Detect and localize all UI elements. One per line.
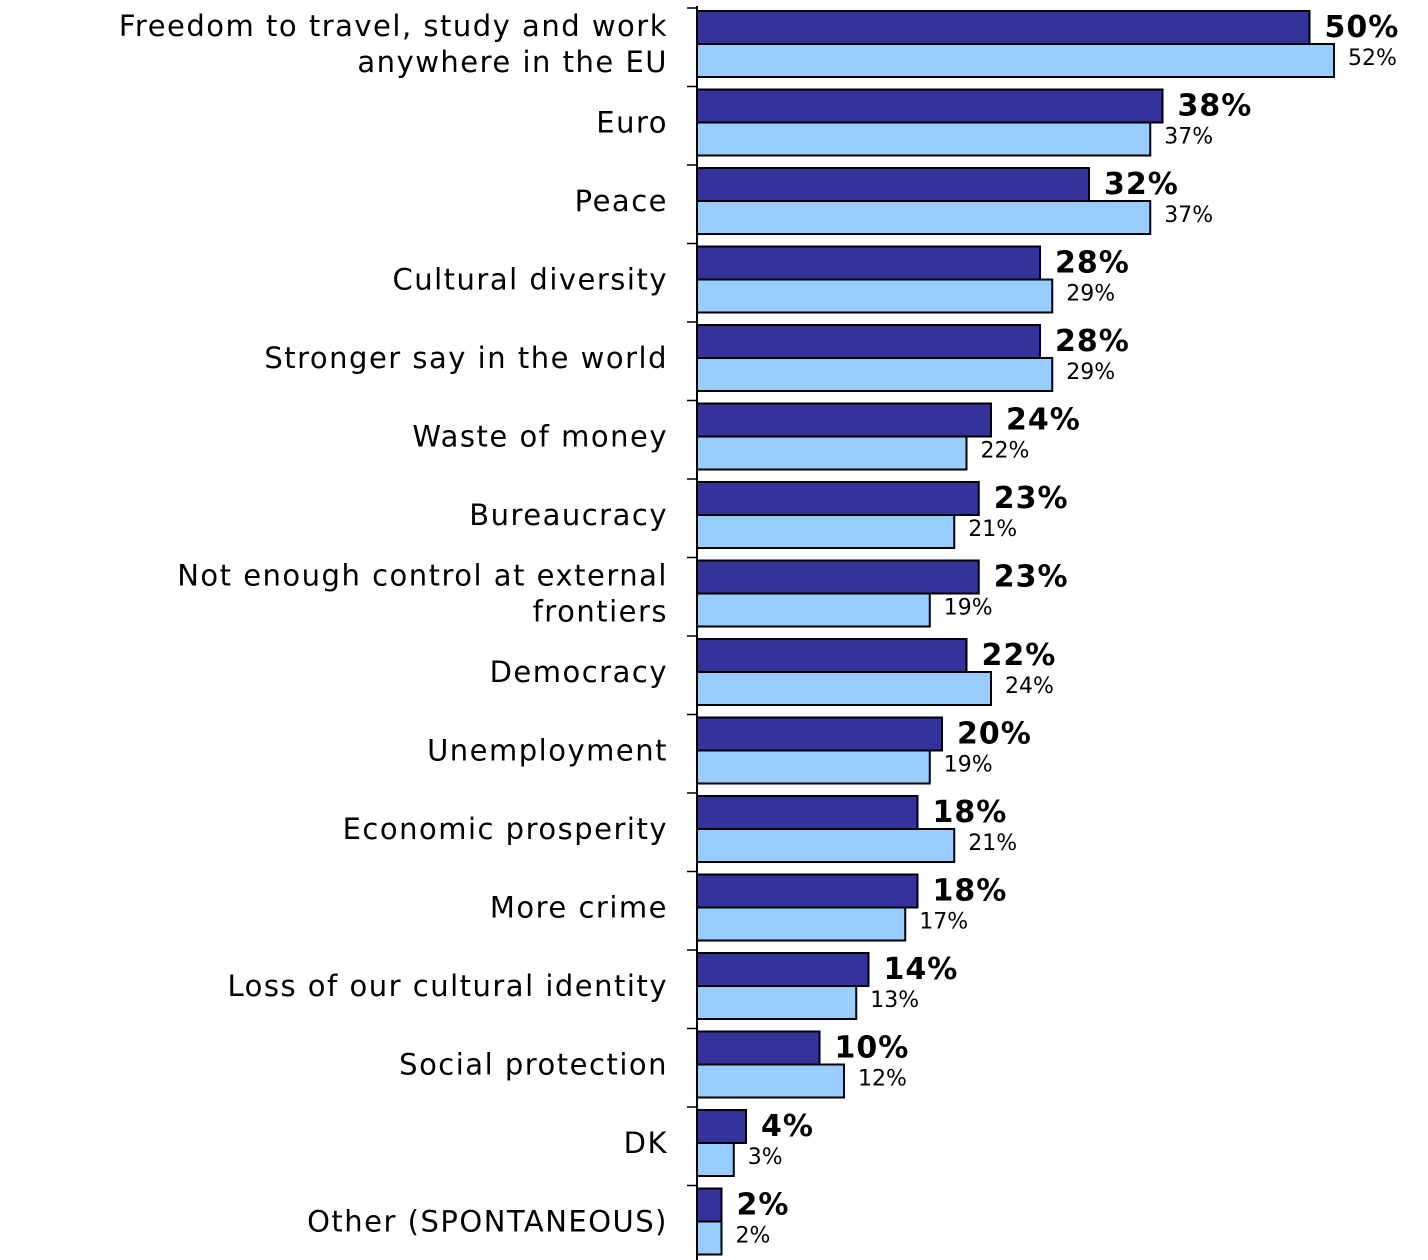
data-label-series-2: 17%: [919, 910, 968, 935]
data-label-series-2: 3%: [748, 1145, 783, 1170]
category-label: Not enough control at external: [177, 559, 668, 593]
data-label-series-1: 2%: [737, 1188, 790, 1223]
bar-series-2: [696, 1063, 845, 1099]
bar-series-2: [696, 43, 1335, 78]
data-label-series-1: 18%: [933, 795, 1008, 830]
data-label-series-2: 12%: [858, 1067, 907, 1092]
bar-series-1: [696, 873, 919, 909]
category-group: Social protection 10%12%: [399, 1030, 910, 1099]
bar-series-1: [696, 167, 1090, 202]
data-label-series-2: 22%: [981, 439, 1030, 464]
category-group: Economic prosperity 18%21%: [343, 795, 1017, 863]
category-group: Other (SPONTANEOUS) 2%2%: [307, 1187, 790, 1256]
data-label-series-1: 18%: [933, 874, 1008, 909]
data-label-series-2: 2%: [736, 1224, 771, 1249]
bar-series-1: [696, 1109, 747, 1144]
category-label: Stronger say in the world: [264, 341, 668, 375]
data-label-series-2: 37%: [1164, 203, 1213, 228]
category-group: More crime 18%17%: [490, 873, 1008, 942]
bar-series-1: [696, 952, 870, 987]
bar-series-1: [696, 559, 980, 595]
bar-series-1: [696, 245, 1041, 281]
data-label-series-2: 19%: [944, 596, 993, 621]
category-label: Peace: [575, 184, 668, 218]
category-group: Euro 38%37%: [596, 88, 1253, 157]
category-label: Freedom to travel, study and work: [119, 9, 668, 43]
category-label: frontiers: [533, 595, 668, 629]
data-label-series-1: 28%: [1055, 324, 1130, 359]
bar-series-2: [696, 749, 931, 785]
category-group: Democracy 22%24%: [490, 638, 1057, 706]
data-label-series-2: 21%: [968, 517, 1017, 542]
bar-series-2: [696, 906, 907, 942]
bar-series-1: [696, 481, 980, 516]
category-group: Cultural diversity 28%29%: [393, 245, 1130, 314]
bar-series-1: [696, 795, 919, 830]
data-label-series-2: 37%: [1164, 125, 1213, 150]
bar-series-2: [696, 200, 1152, 235]
category-label: More crime: [490, 891, 668, 925]
category-label: Democracy: [490, 655, 668, 689]
bar-series-2: [696, 514, 956, 549]
data-label-series-1: 23%: [994, 560, 1069, 595]
category-label: Economic prosperity: [343, 812, 668, 846]
bar-series-2: [696, 985, 858, 1020]
bar-series-1: [696, 324, 1041, 359]
category-label: Social protection: [399, 1048, 668, 1082]
bar-series-1: [696, 638, 968, 673]
category-label: Bureaucracy: [469, 498, 668, 532]
bar-series-1: [696, 1030, 821, 1066]
category-label: anywhere in the EU: [357, 45, 668, 79]
bar-series-2: [696, 592, 931, 628]
category-label: Waste of money: [412, 420, 668, 454]
category-group: Bureaucracy 23%21%: [469, 481, 1069, 549]
category-label: Euro: [596, 106, 668, 140]
category-group: Waste of money 24%22%: [412, 402, 1081, 471]
bar-series-2: [696, 278, 1054, 314]
bar-series-1: [696, 402, 992, 438]
category-group: Peace 32%37%: [575, 167, 1213, 235]
bar-series-1: [696, 88, 1164, 124]
data-label-series-2: 52%: [1348, 46, 1397, 71]
bar-series-2: [696, 1142, 735, 1177]
bar-series-1: [696, 716, 943, 752]
data-label-series-1: 28%: [1055, 246, 1130, 281]
data-label-series-1: 20%: [957, 717, 1032, 752]
bar-series-2: [696, 121, 1152, 157]
category-group: Freedom to travel, study and workanywher…: [119, 9, 1400, 79]
category-label: DK: [624, 1126, 668, 1160]
category-group: Loss of our cultural identity 14%13%: [227, 952, 959, 1020]
bar-series-2: [696, 1220, 723, 1256]
bar-series-2: [696, 828, 956, 863]
data-label-series-1: 14%: [884, 952, 959, 987]
data-label-series-1: 32%: [1104, 167, 1179, 202]
data-label-series-2: 13%: [870, 988, 919, 1013]
data-label-series-2: 24%: [1005, 674, 1054, 699]
data-label-series-1: 23%: [994, 481, 1069, 516]
data-label-series-1: 10%: [835, 1031, 910, 1066]
data-label-series-1: 22%: [982, 638, 1057, 673]
bar-series-1: [696, 1187, 723, 1223]
category-label: Unemployment: [427, 734, 668, 768]
data-label-series-2: 29%: [1066, 282, 1115, 307]
bar-series-2: [696, 357, 1054, 392]
data-label-series-1: 4%: [761, 1109, 814, 1144]
data-label-series-2: 29%: [1066, 360, 1115, 385]
category-label: Loss of our cultural identity: [227, 969, 668, 1003]
category-label: Other (SPONTANEOUS): [307, 1205, 668, 1239]
bar-series-2: [696, 671, 992, 706]
bar-series-1: [696, 10, 1311, 45]
data-label-series-2: 19%: [944, 753, 993, 778]
data-label-series-1: 24%: [1006, 403, 1081, 438]
data-label-series-2: 21%: [968, 831, 1017, 856]
category-label: Cultural diversity: [393, 263, 669, 297]
bar-series-2: [696, 435, 968, 471]
category-group: Unemployment 20%19%: [427, 716, 1032, 785]
category-group: DK 4%3%: [624, 1109, 814, 1177]
data-label-series-1: 50%: [1325, 10, 1400, 45]
data-label-series-1: 38%: [1178, 89, 1253, 124]
